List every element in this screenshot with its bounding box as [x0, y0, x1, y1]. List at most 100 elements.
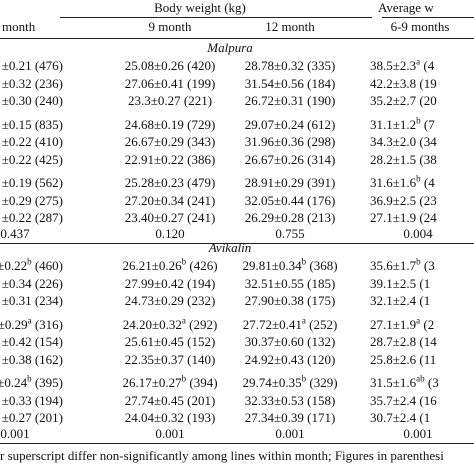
cell-superscript: ab — [416, 373, 425, 384]
table-cell: 42.2±3.8 (19 — [370, 75, 437, 91]
table-cell: ±0.27 (201) — [1, 410, 63, 425]
cell-value: 27.1±1.9 — [370, 316, 417, 332]
table-cell: 26.29±0.28 (213) — [244, 210, 336, 225]
cell-value: ±0.24 — [0, 375, 28, 390]
table-cell: 25.61±0.45 (152) — [124, 334, 216, 349]
cell-superscript: b — [301, 373, 307, 384]
table-cell: 28.78±0.32 (335) — [244, 58, 336, 73]
table-cell: 26.67±0.29 (343) — [124, 134, 216, 149]
table-cell: ±0.34 (226) — [1, 275, 63, 291]
cell-count: (426) — [186, 258, 218, 273]
cell-superscript: b — [416, 115, 421, 126]
table-cell: 35.7±2.4 (16 — [370, 392, 437, 408]
table-cell: ±0.33 (194) — [1, 392, 63, 408]
rule-line — [0, 442, 474, 444]
cell-superscript: a — [416, 56, 421, 67]
table-cell: 27.20±0.34 (241) — [124, 192, 216, 208]
table-cell: 27.74±0.45 (201) — [124, 392, 216, 408]
table-cell: 32.51±0.55 (185) — [244, 275, 336, 291]
cell-count: (2 — [420, 316, 435, 332]
table-cell: 29.74±0.35b (329) — [242, 373, 337, 390]
cell-count: (252) — [305, 316, 338, 332]
table-cell: ±0.31 (234) — [1, 293, 63, 308]
table-cell: 24.20±0.32a (292) — [122, 315, 218, 332]
table-cell: ±0.42 (154) — [1, 334, 63, 349]
cell-superscript: a — [416, 315, 421, 326]
p-value: 0.755 — [275, 225, 305, 241]
cell-value: 24.20±0.32 — [122, 316, 182, 332]
cell-count: (368) — [306, 258, 338, 273]
table-cell: ±0.22 (425) — [1, 151, 63, 167]
table-cell: 22.35±0.37 (140) — [124, 351, 216, 367]
table-cell: 35.2±2.7 (20 — [370, 93, 437, 108]
table-cell: 32.33±0.53 (158) — [244, 392, 336, 408]
cell-superscript: b — [27, 373, 32, 384]
table-cell: 31.54±0.56 (184) — [244, 75, 336, 91]
table-cell: ±0.30 (240) — [1, 93, 63, 108]
cell-superscript: a — [27, 315, 32, 326]
cell-count: (4 — [420, 58, 435, 73]
cell-superscript: a — [181, 315, 186, 326]
table-cell: 29.07±0.24 (612) — [244, 116, 336, 132]
table-cell: 31.6±1.6b (4 — [370, 173, 435, 190]
table-cell: 24.68±0.19 (729) — [124, 116, 216, 132]
p-value: 0.004 — [403, 225, 433, 241]
table-cell: 39.1±2.5 (1 — [370, 275, 431, 291]
table-cell: 35.6±1.7b (3 — [370, 256, 435, 273]
cell-value: 35.6±1.7 — [370, 258, 417, 273]
table-cell: 27.72±0.41a (252) — [243, 315, 338, 332]
cell-value: 38.5±2.3 — [370, 58, 417, 73]
table-cell: ±0.22 (410) — [1, 134, 63, 149]
cell-superscript: b — [27, 256, 32, 267]
table-cell: 31.5±1.6ab (3 — [370, 373, 439, 390]
cell-value: 29.74±0.35 — [242, 375, 302, 390]
cell-superscript: b — [416, 173, 421, 184]
cell-value: 31.5±1.6 — [370, 375, 417, 390]
table-cell: 24.92±0.43 (120) — [244, 351, 336, 367]
cell-superscript: a — [301, 315, 306, 326]
table-cell: 28.2±1.5 (38 — [370, 151, 437, 167]
p-value: 0.001 — [0, 425, 30, 441]
table-cell: ±0.22b (460) — [0, 256, 63, 273]
table-cell: 36.9±2.5 (23 — [370, 192, 437, 208]
header-group: Body weight (kg) — [154, 0, 246, 15]
table-cell: 27.99±0.42 (194) — [124, 275, 216, 291]
table-cell: 30.7±2.4 (1 — [370, 410, 431, 425]
table-cell: 27.06±0.41 (199) — [124, 75, 216, 91]
cell-value: ±0.22 — [0, 258, 28, 273]
table-cell: 26.17±0.27b (394) — [122, 373, 218, 390]
table-cell: 32.1±2.4 (1 — [370, 293, 431, 308]
cell-value: ±0.29 — [0, 316, 28, 332]
section-name: Malpura — [207, 40, 253, 55]
cell-count: (460) — [31, 258, 63, 273]
table-cell: 25.8±2.6 (11 — [370, 351, 437, 367]
cell-value: 26.21±0.26 — [122, 258, 182, 273]
table-cell: 27.1±1.9 (24 — [370, 210, 437, 225]
rule-line — [0, 242, 474, 244]
cell-count: (4 — [420, 175, 435, 190]
column-header: month — [2, 19, 36, 34]
cell-value: 31.6±1.6 — [370, 175, 417, 190]
rule-line — [60, 17, 372, 18]
footnote: r superscript differ non-significantly a… — [0, 448, 444, 463]
section-name: Avikalin — [208, 240, 252, 255]
table-cell: 38.5±2.3a (4 — [370, 56, 435, 73]
table-cell: 28.91±0.29 (391) — [244, 175, 336, 190]
table-cell: 25.08±0.26 (420) — [124, 58, 216, 73]
cell-count: (3 — [420, 258, 435, 273]
table-cell: 26.21±0.26b (426) — [122, 257, 218, 273]
cell-count: (394) — [186, 375, 218, 390]
table-cell: ±0.22 (287) — [1, 210, 63, 225]
cell-count: (7 — [420, 116, 435, 132]
table-cell: 28.7±2.8 (14 — [370, 334, 437, 349]
cell-superscript: b — [181, 373, 187, 384]
cell-superscript: b — [416, 256, 421, 267]
cell-value: 29.81±0.34 — [242, 258, 302, 273]
table-cell: ±0.29 (275) — [1, 192, 63, 208]
table-cell: 26.72±0.31 (190) — [244, 93, 336, 108]
p-value: 0.001 — [403, 425, 433, 441]
table-cell: 34.3±2.0 (34 — [370, 134, 437, 149]
header-group: Average w — [378, 0, 434, 15]
p-value: 0.120 — [155, 225, 185, 241]
cell-count: (292) — [185, 316, 218, 332]
